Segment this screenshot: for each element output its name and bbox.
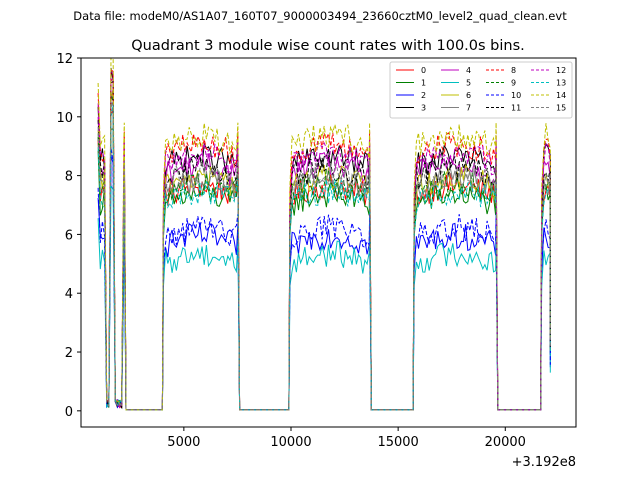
legend-label-15: 15 [556,104,566,113]
x-axis: 5000 10000 15000 20000 [167,427,526,450]
x-tick-label: 15000 [377,435,418,450]
legend-label-2: 2 [421,91,426,100]
series-line-8 [97,69,551,411]
series-line-4 [97,76,551,411]
series-line-1 [97,128,551,411]
chart-suptitle: Data file: modeM0/AS1A07_160T07_90000034… [73,9,567,23]
legend-label-13: 13 [556,79,566,88]
legend-box [389,61,573,119]
y-tick-label: 6 [65,228,73,243]
series-lines [97,58,551,411]
x-tick-label: 5000 [167,435,200,450]
legend-label-1: 1 [421,79,426,88]
legend-label-10: 10 [511,91,521,100]
series-line-11 [97,80,551,411]
legend-label-14: 14 [556,91,566,100]
legend-label-7: 7 [466,104,471,113]
legend-label-9: 9 [511,79,516,88]
legend-label-5: 5 [466,79,471,88]
x-offset-text: +3.192e8 [512,455,576,470]
series-line-15 [97,100,551,411]
chart-title: Quadrant 3 module wise count rates with … [131,38,525,54]
legend-label-12: 12 [556,66,566,75]
legend-label-0: 0 [421,66,426,75]
legend-label-6: 6 [466,91,471,100]
series-line-2 [97,155,551,411]
series-line-9 [97,93,551,411]
y-tick-label: 12 [56,52,73,67]
series-line-13 [97,105,551,411]
series-line-14 [97,58,551,411]
y-tick-label: 10 [56,111,73,126]
legend-label-11: 11 [511,104,521,113]
x-tick-label: 20000 [485,435,526,450]
y-tick-label: 4 [65,287,73,302]
legend-label-4: 4 [466,66,471,75]
series-line-10 [97,147,551,411]
series-line-12 [97,69,551,411]
series-line-5 [97,185,551,411]
y-axis: 0 2 4 6 8 10 12 [56,52,81,420]
y-tick-label: 0 [65,405,73,420]
series-line-3 [97,67,551,411]
y-tick-label: 8 [65,170,73,185]
x-tick-label: 10000 [270,435,311,450]
legend-label-3: 3 [421,104,426,113]
y-tick-label: 2 [65,346,73,361]
legend-label-8: 8 [511,66,516,75]
plot-frame [80,57,577,428]
